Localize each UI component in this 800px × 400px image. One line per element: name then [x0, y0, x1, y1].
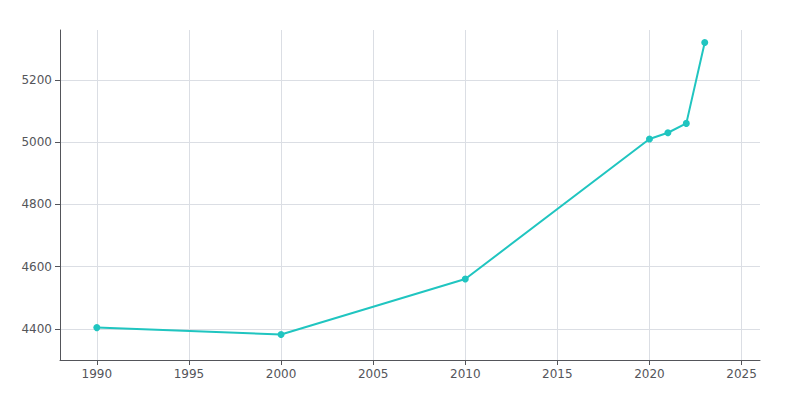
svg-text:1990: 1990: [82, 367, 113, 381]
svg-text:4400: 4400: [21, 322, 52, 336]
svg-text:2005: 2005: [358, 367, 389, 381]
svg-text:2025: 2025: [726, 367, 757, 381]
svg-text:2015: 2015: [542, 367, 573, 381]
svg-text:2000: 2000: [266, 367, 297, 381]
svg-text:4800: 4800: [21, 197, 52, 211]
svg-text:5000: 5000: [21, 135, 52, 149]
svg-text:1995: 1995: [174, 367, 205, 381]
svg-text:4600: 4600: [21, 260, 52, 274]
svg-text:2010: 2010: [450, 367, 481, 381]
svg-text:2020: 2020: [634, 367, 665, 381]
svg-text:5200: 5200: [21, 73, 52, 87]
